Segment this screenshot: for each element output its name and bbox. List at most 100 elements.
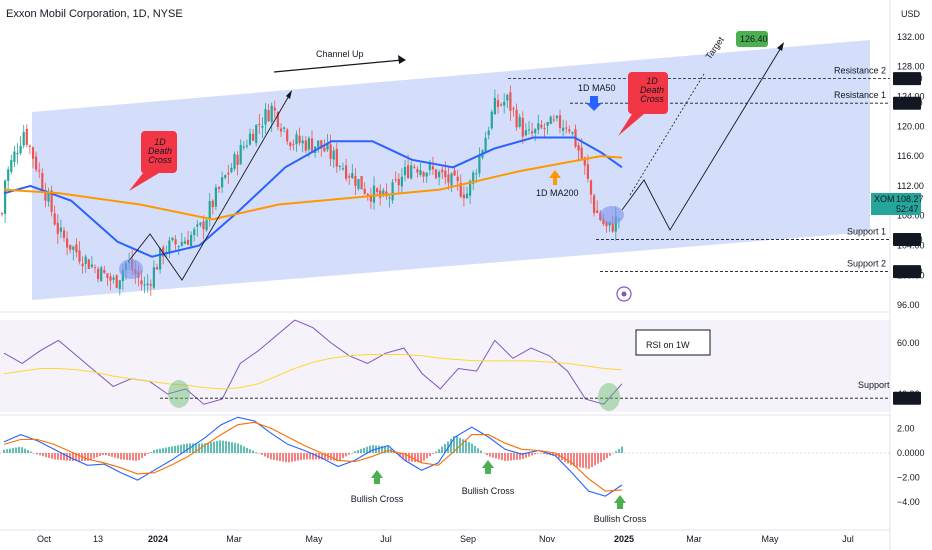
candle-body bbox=[31, 147, 35, 159]
macd-hist-bar bbox=[528, 453, 530, 457]
macd-hist-bar bbox=[579, 453, 581, 468]
macd-hist-bar bbox=[519, 453, 521, 460]
candle-body bbox=[143, 284, 146, 286]
macd-hist-bar bbox=[246, 447, 248, 453]
ma200-line bbox=[3, 155, 623, 221]
macd-hist-bar bbox=[522, 453, 524, 459]
time-tick-label: 2025 bbox=[614, 534, 634, 544]
candle-body bbox=[118, 280, 121, 289]
macd-hist-bar bbox=[39, 453, 41, 456]
candle-body bbox=[614, 216, 617, 232]
candle-body bbox=[38, 170, 41, 172]
macd-hist-bar bbox=[477, 448, 479, 453]
macd-hist-bar bbox=[345, 453, 347, 457]
macd-hist-bar bbox=[300, 453, 302, 461]
candle-body bbox=[558, 115, 562, 129]
candle-body bbox=[230, 167, 233, 173]
candle-body bbox=[568, 129, 571, 132]
macd-hist-bar bbox=[513, 453, 515, 461]
candle-body bbox=[50, 190, 53, 212]
candle-body bbox=[388, 197, 391, 199]
candle-body bbox=[518, 116, 521, 127]
candle-body bbox=[345, 165, 348, 179]
macd-hist-bar bbox=[36, 453, 38, 455]
candle-body bbox=[447, 174, 450, 183]
macd-hist-bar bbox=[228, 441, 230, 453]
candle-body bbox=[90, 264, 93, 267]
candle-body bbox=[320, 140, 323, 149]
candle-body bbox=[329, 144, 332, 159]
candle-body bbox=[450, 173, 453, 186]
macd-hist-bar bbox=[267, 453, 269, 458]
macd-hist-bar bbox=[294, 453, 296, 462]
macd-hist-bar bbox=[402, 453, 404, 460]
price-tick-label: 112.00 bbox=[897, 181, 924, 191]
candles-group bbox=[0, 85, 620, 296]
candle-body bbox=[221, 177, 224, 188]
candle-body bbox=[227, 172, 230, 175]
candle-body bbox=[270, 105, 273, 123]
candle-body bbox=[168, 240, 171, 254]
macd-hist-bar bbox=[591, 453, 593, 468]
candle-body bbox=[159, 248, 162, 270]
death-cross-text-2: Cross bbox=[640, 94, 664, 104]
rsi-line bbox=[3, 319, 623, 405]
candle-body bbox=[351, 172, 354, 178]
macd-hist-bar bbox=[537, 453, 539, 454]
macd-hist-bar bbox=[75, 453, 77, 461]
macd-hist-bar bbox=[66, 453, 68, 461]
macd-hist-bar bbox=[324, 453, 326, 460]
time-tick-label: May bbox=[305, 534, 323, 544]
macd-hist-bar bbox=[258, 453, 260, 454]
macd-hist-bar bbox=[135, 453, 137, 461]
macd-hist-bar bbox=[420, 453, 422, 463]
macd-hist-bar bbox=[588, 453, 590, 469]
macd-hist-bar bbox=[84, 453, 86, 461]
macd-hist-bar bbox=[150, 452, 152, 453]
macd-hist-bar bbox=[216, 440, 218, 453]
macd-hist-bar bbox=[174, 445, 176, 453]
candle-body bbox=[348, 176, 351, 178]
candle-body bbox=[605, 221, 608, 227]
candle-body bbox=[186, 239, 190, 245]
macd-hist-bar bbox=[456, 436, 458, 453]
candle-body bbox=[84, 256, 87, 265]
candle-body bbox=[22, 131, 25, 146]
macd-hist-bar bbox=[108, 453, 110, 456]
candle-body bbox=[456, 176, 459, 182]
macd-tick-label: −4.00 bbox=[897, 497, 920, 507]
macd-hist-bar bbox=[369, 445, 371, 453]
bullish-cross-arrow bbox=[482, 460, 494, 474]
candle-body bbox=[100, 267, 103, 282]
candle-body bbox=[199, 222, 202, 225]
candle-body bbox=[543, 127, 546, 129]
macd-hist-bar bbox=[492, 453, 494, 458]
time-tick-label: Sep bbox=[460, 534, 476, 544]
candle-body bbox=[317, 140, 320, 148]
macd-hist-bar bbox=[576, 453, 578, 467]
macd-hist-bar bbox=[276, 453, 278, 461]
candle-body bbox=[360, 176, 363, 190]
macd-hist-bar bbox=[87, 453, 89, 461]
rsi-support-price: 38.35 bbox=[897, 393, 920, 403]
projection-leg bbox=[621, 45, 783, 231]
candle-body bbox=[205, 220, 208, 231]
time-tick-label: Nov bbox=[539, 534, 556, 544]
chart-title: Exxon Mobil Corporation, 1D, NYSE bbox=[6, 8, 183, 20]
ma50-arrow bbox=[586, 96, 602, 111]
candle-body bbox=[357, 179, 360, 189]
macd-hist-bar bbox=[237, 443, 239, 453]
candle-body bbox=[506, 94, 509, 101]
macd-hist-bar bbox=[144, 453, 146, 457]
macd-hist-bar bbox=[132, 453, 134, 461]
macd-hist-bar bbox=[210, 442, 212, 453]
macd-hist-bar bbox=[570, 453, 572, 466]
macd-hist-bar bbox=[234, 442, 236, 453]
macd-hist-bar bbox=[378, 445, 380, 453]
target-badge-value: 126.40 bbox=[740, 34, 768, 44]
macd-hist-bar bbox=[501, 453, 503, 461]
macd-hist-bar bbox=[201, 443, 203, 453]
macd-hist-bar bbox=[204, 443, 206, 453]
candle-body bbox=[571, 131, 574, 134]
